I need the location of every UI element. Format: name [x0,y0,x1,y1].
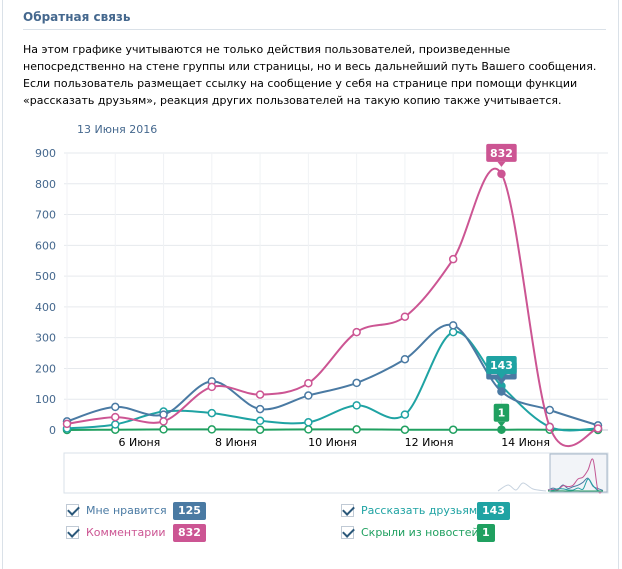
series-2-point[interactable] [448,327,458,337]
y-tick-label: 200 [35,362,56,375]
series-0-point[interactable] [352,378,361,388]
series-1-point[interactable] [352,327,361,337]
tooltip-badge-text: 143 [490,359,513,372]
series-2-point[interactable] [304,418,313,427]
legend-value-badge: 143 [477,502,510,520]
series-2-point[interactable] [207,408,217,418]
y-tick-label: 700 [35,209,56,222]
title-divider [23,29,606,30]
series-1-point[interactable] [545,422,554,432]
y-tick-label: 0 [49,424,56,437]
series-3-point[interactable] [497,425,506,434]
section-description: На этом графике учитываются не только де… [23,43,597,107]
tooltip-badge-pointer [497,379,506,385]
series-0-point[interactable] [545,405,554,415]
tooltip-badge-bg [486,355,517,374]
tooltip-badge-bg [493,403,510,422]
series-3-point[interactable] [304,425,313,434]
legend-value-badge: 832 [173,524,206,542]
tooltip-badge-2: 143 [486,355,517,379]
tooltip-badge-text: 832 [490,147,513,160]
series-3-point[interactable] [352,425,361,434]
x-tick-label: 14 Июня [501,436,550,449]
legend-label: Скрыли из новостей [361,526,479,539]
series-3-point[interactable] [400,425,410,434]
series-1-point[interactable] [593,424,603,433]
series-1-point[interactable] [497,169,506,179]
series-0-point[interactable] [400,354,410,364]
series-0-point[interactable] [304,391,313,400]
tooltip-badge-1: 832 [486,143,517,167]
series-2-point[interactable] [400,410,410,419]
legend-checkbox[interactable] [341,504,354,517]
tooltip-badge-pointer [497,421,506,427]
panel-left-border [2,0,3,569]
legend-value-badge: 1 [477,524,495,542]
series-2-point[interactable] [255,416,265,426]
y-tick-label: 800 [35,178,56,191]
y-tick-label: 900 [35,147,56,160]
legend-checkbox[interactable] [66,504,79,517]
navigator-history-line [497,482,547,492]
legend-item[interactable]: Рассказать друзьям 143 [341,502,517,520]
series-3-point[interactable] [207,425,217,434]
series-2-point[interactable] [352,401,361,410]
series-1-point[interactable] [62,419,72,429]
x-tick-label: 10 Июня [308,436,357,449]
navigator-selection-window[interactable] [549,453,608,493]
navigator-frame[interactable] [63,452,609,494]
series-0-point[interactable] [497,387,506,396]
series-3-point[interactable] [159,425,168,434]
series-0-point[interactable] [111,402,120,412]
panel-right-border [618,0,619,569]
section-title: Обратная связь [23,10,131,24]
series-line-0 [66,323,599,427]
y-tick-label: 300 [35,332,56,345]
legend-value-badge: 125 [173,502,206,520]
y-tick-label: 400 [35,301,56,314]
tooltip-badge-bg [486,143,517,162]
series-1-point[interactable] [448,254,458,264]
x-tick-label: 12 Июня [405,436,454,449]
series-2-point[interactable] [111,420,120,429]
series-0-point[interactable] [255,404,265,414]
y-tick-label: 600 [35,239,56,252]
navigator-series-1 [547,458,604,494]
tooltip-badge-3: 1 [493,403,510,427]
series-3-point[interactable] [448,425,458,434]
x-tick-label: 6 Июня [119,436,161,449]
series-1-point[interactable] [304,378,313,388]
series-1-point[interactable] [400,312,410,321]
navigator-series-2 [547,478,604,492]
legend-label: Рассказать друзьям [361,504,478,517]
legend-checkbox[interactable] [66,526,79,539]
legend-checkbox[interactable] [341,526,354,539]
series-line-3 [66,428,599,431]
legend-label: Комментарии [86,526,166,539]
series-1-point[interactable] [255,390,265,399]
series-line-2 [66,331,599,432]
y-tick-label: 100 [35,393,56,406]
series-1-point[interactable] [207,382,217,392]
series-0-point[interactable] [448,321,458,330]
tooltip-badge-text: 1 [498,407,506,420]
series-3-point[interactable] [255,425,265,434]
legend-label: Мне нравится [86,504,167,517]
tooltip-badge-pointer [497,161,506,167]
series-0-point[interactable] [159,410,168,419]
y-tick-label: 500 [35,270,56,283]
selected-date-label: 13 Июня 2016 [77,123,158,136]
series-1-point[interactable] [111,412,120,422]
x-tick-label: 8 Июня [215,436,257,449]
legend-item[interactable]: Скрыли из новостей 1 [341,524,517,542]
legend-item[interactable]: Мне нравится 125 [66,502,213,520]
tooltip-badge-pointer [497,373,506,379]
series-1-point[interactable] [159,417,168,426]
legend-item[interactable]: Комментарии 832 [66,524,213,542]
